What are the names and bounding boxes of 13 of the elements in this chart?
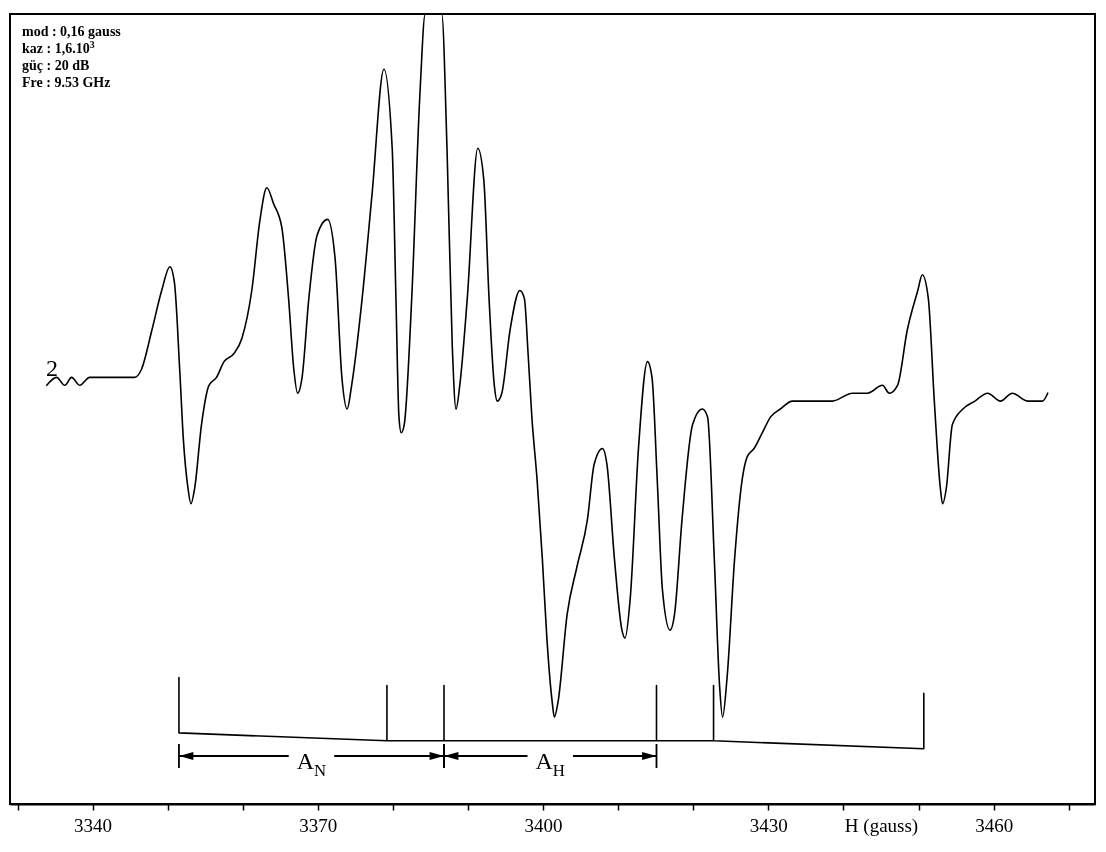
x-tick-label: 3460 <box>975 814 1014 836</box>
annotation: A$_{H}$ <box>535 747 565 781</box>
annotation: güç : 20 dB <box>22 58 90 73</box>
annotation: mod : 0,16 gauss <box>22 24 122 39</box>
x-tick-label: 3430 <box>749 814 788 836</box>
annotation: A$_{N}$ <box>296 747 327 781</box>
x-tick-label: 3400 <box>524 814 563 836</box>
annotation: Fre : 9.53 GHz <box>22 75 111 90</box>
annotation: kaz : 1,6.10$^{3}$ <box>22 38 95 56</box>
x-axis-title: H (gauss) <box>844 814 919 837</box>
x-tick-label: 3340 <box>74 814 113 836</box>
x-tick-label: 3370 <box>299 814 338 836</box>
annotation: 2 <box>46 354 58 381</box>
